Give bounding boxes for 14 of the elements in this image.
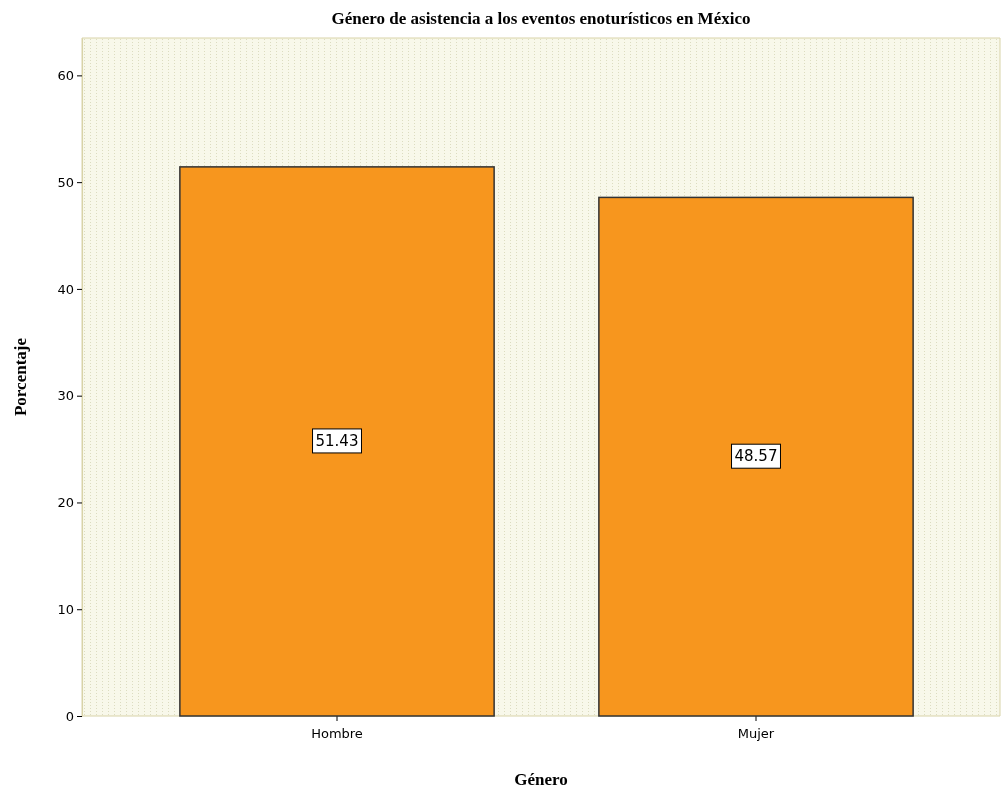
y-tick-label: 60 (57, 68, 74, 84)
y-tick-label: 50 (57, 174, 74, 190)
data-label: 48.57 (734, 447, 778, 466)
y-tick-label: 40 (57, 281, 74, 297)
y-axis-title: Porcentaje (11, 337, 30, 417)
y-tick-label: 20 (57, 495, 74, 511)
y-tick-label: 30 (57, 388, 74, 404)
y-tick-label: 0 (65, 708, 74, 724)
y-tick-label: 10 (57, 601, 74, 617)
data-label: 51.43 (315, 431, 359, 450)
chart-title: Género de asistencia a los eventos enoturísticos en México (331, 9, 751, 28)
x-tick-label: Hombre (311, 726, 363, 742)
x-axis-title: Género (514, 770, 568, 789)
x-tick-label: Mujer (737, 726, 775, 742)
